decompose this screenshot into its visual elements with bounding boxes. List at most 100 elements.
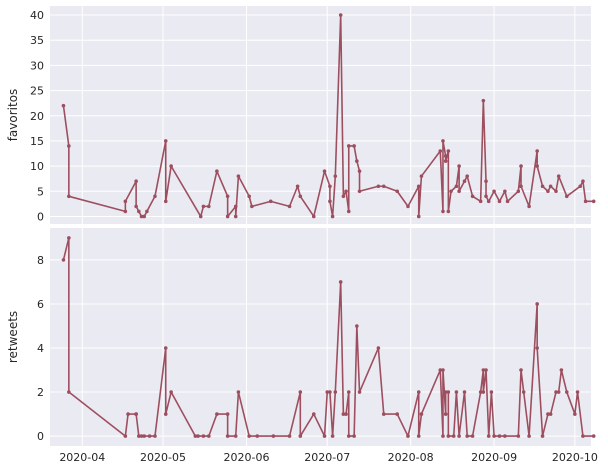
- data-point: [344, 189, 348, 194]
- y-tick-label: 30: [30, 59, 44, 72]
- data-point: [376, 184, 381, 189]
- data-point: [497, 434, 502, 438]
- data-point: [546, 412, 550, 416]
- y-tick-label: 10: [30, 160, 44, 173]
- data-point: [333, 174, 338, 178]
- data-point: [225, 194, 230, 199]
- data-point: [395, 412, 400, 416]
- data-point: [446, 390, 451, 394]
- data-point: [573, 412, 577, 416]
- data-point: [357, 169, 362, 173]
- data-point: [67, 236, 71, 240]
- data-point: [443, 154, 448, 158]
- data-point: [583, 199, 588, 204]
- data-point: [163, 139, 168, 143]
- data-point: [497, 199, 502, 204]
- data-point: [236, 390, 241, 394]
- data-point: [554, 189, 558, 194]
- x-tick-label: 2020-05: [140, 451, 186, 464]
- data-point: [298, 194, 303, 199]
- x-tick-label: 2020-09: [471, 451, 517, 464]
- data-point: [163, 199, 168, 204]
- data-point: [328, 390, 332, 394]
- plot-area: [50, 228, 591, 446]
- data-point: [233, 204, 238, 209]
- data-point: [233, 434, 238, 438]
- data-point: [207, 434, 211, 438]
- data-point: [134, 179, 138, 184]
- data-point: [346, 209, 351, 214]
- data-point: [215, 169, 219, 173]
- data-point: [478, 390, 483, 394]
- y-axis-label: favoritos: [6, 89, 20, 142]
- data-point: [142, 214, 146, 219]
- data-point: [163, 412, 168, 416]
- data-point: [416, 390, 421, 394]
- data-point: [198, 214, 203, 219]
- data-point: [137, 209, 141, 214]
- panel-favoritos: 0 5 10 15 20 25 30 35 40 favoritos: [6, 6, 596, 224]
- data-point: [236, 174, 241, 178]
- data-point: [540, 434, 545, 438]
- data-point: [465, 434, 469, 438]
- data-point: [478, 199, 483, 204]
- data-point: [196, 434, 200, 438]
- data-point: [311, 412, 316, 416]
- data-point: [153, 434, 157, 438]
- data-point: [139, 434, 144, 438]
- x-tick-label: 2020-04: [59, 451, 105, 464]
- data-point: [328, 184, 332, 189]
- data-point: [247, 194, 251, 199]
- data-point: [67, 194, 71, 199]
- y-tick-label: 20: [30, 110, 44, 123]
- data-point: [564, 194, 569, 199]
- y-tick-label: 4: [37, 342, 44, 355]
- data-point: [225, 214, 230, 219]
- data-point: [535, 149, 539, 153]
- y-tick-label: 0: [37, 210, 44, 223]
- data-point: [352, 144, 356, 148]
- data-point: [325, 390, 330, 394]
- data-point: [225, 412, 230, 416]
- data-point: [503, 434, 507, 438]
- data-point: [406, 204, 410, 209]
- data-point: [338, 280, 343, 284]
- y-tick-label: 5: [37, 185, 44, 198]
- data-point: [451, 434, 456, 438]
- y-axis-label: retweets: [6, 311, 20, 363]
- data-point: [287, 434, 292, 438]
- data-point: [250, 204, 254, 209]
- data-point: [492, 189, 496, 194]
- data-point: [193, 434, 198, 438]
- data-point: [470, 434, 475, 438]
- data-point: [591, 434, 596, 438]
- y-tick-label: 8: [37, 254, 44, 267]
- data-point: [406, 434, 410, 438]
- data-point: [395, 189, 400, 194]
- x-tick-label: 2020-06: [223, 451, 269, 464]
- data-point: [457, 189, 461, 194]
- data-point: [207, 204, 211, 209]
- y-tick-label: 40: [30, 9, 44, 22]
- data-point: [540, 184, 545, 189]
- data-point: [481, 98, 486, 103]
- data-point: [271, 434, 276, 438]
- data-point: [201, 204, 206, 209]
- data-point: [519, 164, 523, 168]
- data-point: [137, 434, 141, 438]
- data-point: [559, 368, 564, 372]
- data-point: [554, 390, 558, 394]
- data-point: [535, 302, 539, 306]
- data-point: [581, 434, 585, 438]
- data-point: [481, 368, 486, 372]
- data-point: [578, 184, 583, 189]
- data-point: [443, 412, 448, 416]
- data-point: [134, 412, 138, 416]
- data-point: [357, 390, 362, 394]
- data-point: [492, 434, 496, 438]
- data-point: [357, 189, 362, 194]
- data-point: [446, 149, 451, 153]
- data-point: [381, 184, 386, 189]
